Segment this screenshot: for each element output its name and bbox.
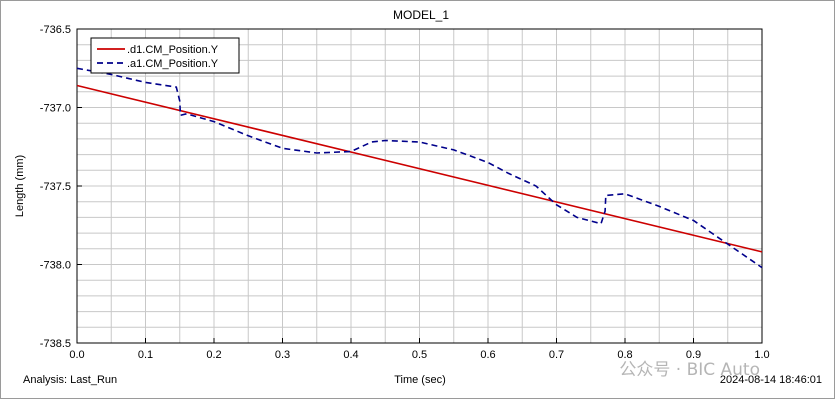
- x-tick-label: 0.1: [138, 349, 153, 361]
- x-axis-label: Time (sec): [394, 374, 446, 386]
- watermark-text: 公众号 · BIC Auto: [619, 360, 760, 380]
- x-tick-label: 1.0: [754, 349, 769, 361]
- y-tick-label: -737.5: [40, 181, 71, 193]
- series-line-1: [76, 84, 763, 253]
- y-tick-label: -737.0: [40, 103, 71, 115]
- x-tick-label: 0.6: [480, 349, 495, 361]
- analysis-label: Analysis: Last_Run: [23, 374, 117, 386]
- x-tick-label: 0.7: [549, 349, 564, 361]
- y-tick-label: -738.0: [40, 260, 71, 272]
- legend: .d1.CM_Position.Y .a1.CM_Position.Y: [90, 37, 240, 74]
- x-tick-label: 0.2: [206, 349, 221, 361]
- y-axis: -736.5 -737.0 -737.5 -738.0 -738.5: [40, 24, 82, 350]
- y-tick-label: -738.5: [40, 338, 71, 350]
- legend-label: .a1.CM_Position.Y: [127, 58, 219, 70]
- x-tick-label: 0.5: [412, 349, 427, 361]
- y-axis-label: Length (mm): [14, 155, 26, 217]
- legend-label: .d1.CM_Position.Y: [127, 44, 219, 56]
- x-axis: 0.0 0.1 0.2 0.3 0.4 0.5 0.6 0.7 0.8 0.9 1.0: [69, 338, 770, 361]
- x-tick-label: 0.0: [69, 349, 84, 361]
- x-tick-label: 0.9: [686, 349, 701, 361]
- timestamp-label: 2024-08-14 18:46:01: [720, 374, 822, 386]
- grid-lines: [76, 28, 763, 344]
- series-line-2: [76, 67, 763, 269]
- x-tick-label: 0.3: [275, 349, 290, 361]
- y-tick-label: -736.5: [40, 24, 71, 36]
- x-tick-label: 0.4: [343, 349, 358, 361]
- legend-box: [90, 37, 240, 74]
- x-tick-label: 0.8: [617, 349, 632, 361]
- chart-title: MODEL_1: [393, 8, 449, 22]
